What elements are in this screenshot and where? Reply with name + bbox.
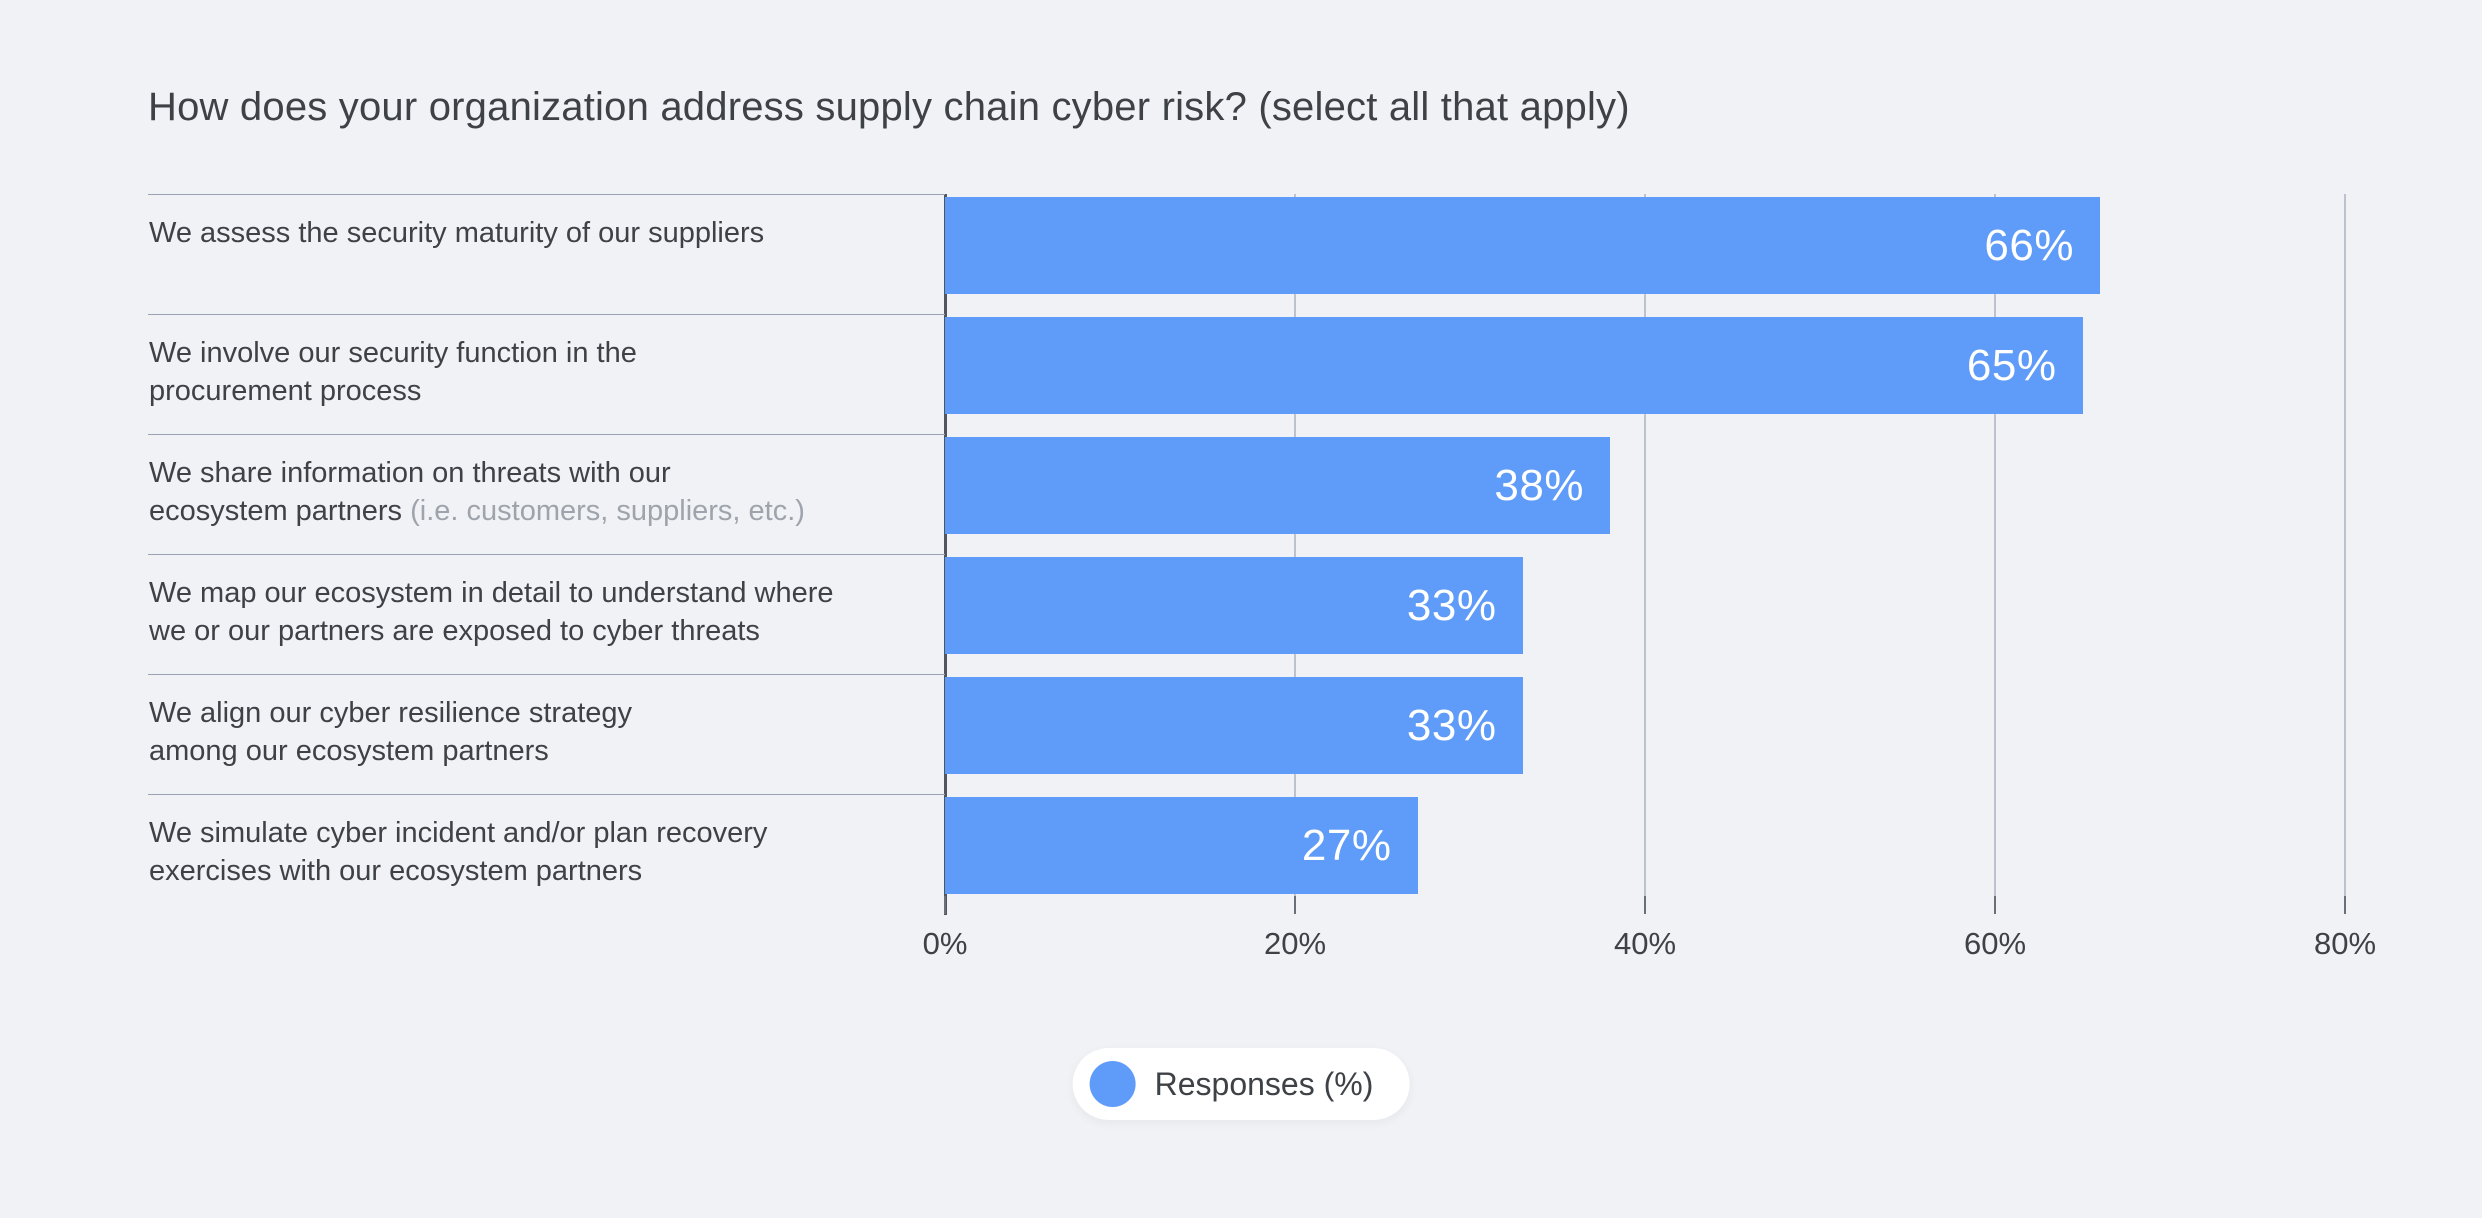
bar-cell: 66% xyxy=(945,194,2420,314)
bar: 27% xyxy=(945,797,1418,894)
category-label-line: We align our cyber resilience strategy xyxy=(149,694,899,732)
category-label-text: We align our cyber resilience strategy xyxy=(149,697,633,729)
category-row: We simulate cyber incident and/or plan r… xyxy=(148,794,2420,914)
category-row: We align our cyber resilience strategy am… xyxy=(148,674,2420,794)
category-label-line: We share information on threats with our xyxy=(149,454,899,492)
category-label-text: we or our partners are exposed to cyber … xyxy=(149,615,760,647)
bar-value-label: 66% xyxy=(1984,220,2074,270)
bar-cell: 33% xyxy=(945,674,2420,794)
category-label: We assess the security maturity of our s… xyxy=(148,194,945,314)
bar-cell: 65% xyxy=(945,314,2420,434)
category-row: We share information on threats with our… xyxy=(148,434,2420,554)
chart-rows: We assess the security maturity of our s… xyxy=(148,194,2420,914)
category-label-line: among our ecosystem partners xyxy=(149,732,899,770)
category-label-text: We share information on threats with our xyxy=(149,457,671,489)
category-row: We assess the security maturity of our s… xyxy=(148,194,2420,314)
category-label-text: We involve our security function in the xyxy=(149,337,637,369)
axis-tick-label: 0% xyxy=(922,926,968,961)
category-label-line: We assess the security maturity of our s… xyxy=(149,214,899,252)
legend-label: Responses (%) xyxy=(1154,1065,1374,1102)
category-label-line: We map our ecosystem in detail to unders… xyxy=(149,574,899,612)
bar-cell: 38% xyxy=(945,434,2420,554)
bar: 65% xyxy=(945,317,2083,414)
x-axis: 0% 20% 40% 60% 80% xyxy=(0,926,2482,976)
bar: 38% xyxy=(945,437,1610,534)
category-label-line: we or our partners are exposed to cyber … xyxy=(149,612,899,650)
category-label: We share information on threats with our… xyxy=(148,434,945,554)
legend[interactable]: Responses (%) xyxy=(1072,1048,1410,1120)
category-row: We involve our security function in the p… xyxy=(148,314,2420,434)
bar: 66% xyxy=(945,197,2100,294)
category-row: We map our ecosystem in detail to unders… xyxy=(148,554,2420,674)
category-label-text: among our ecosystem partners xyxy=(149,735,549,767)
axis-tick-label: 40% xyxy=(1613,926,1677,961)
category-label-line: We involve our security function in the xyxy=(149,334,899,372)
category-label-text: We map our ecosystem in detail to unders… xyxy=(149,577,834,609)
axis-tick-label: 20% xyxy=(1263,926,1327,961)
category-label-line: We simulate cyber incident and/or plan r… xyxy=(149,814,899,852)
bar-value-label: 38% xyxy=(1494,460,1584,510)
category-label: We align our cyber resilience strategy am… xyxy=(148,674,945,794)
category-label: We simulate cyber incident and/or plan r… xyxy=(148,794,945,914)
category-label-text: procurement process xyxy=(149,375,422,407)
category-label-text: ecosystem partners xyxy=(149,495,411,527)
bar-value-label: 33% xyxy=(1406,700,1497,750)
bar-cell: 27% xyxy=(945,794,2420,914)
category-label-line: exercises with our ecosystem partners xyxy=(149,852,899,890)
bar: 33% xyxy=(945,557,1523,654)
category-label-text: We simulate cyber incident and/or plan r… xyxy=(149,817,768,849)
chart-title: How does your organization address suppl… xyxy=(148,85,1630,129)
legend-marker-icon xyxy=(1089,1061,1136,1107)
bar-value-label: 33% xyxy=(1406,580,1497,630)
category-label-muted-text: (i.e. customers, suppliers, etc.) xyxy=(410,495,805,527)
bar-cell: 33% xyxy=(945,554,2420,674)
category-label-text: exercises with our ecosystem partners xyxy=(149,855,643,887)
category-label: We map our ecosystem in detail to unders… xyxy=(148,554,945,674)
axis-tick-label: 60% xyxy=(1963,926,2027,961)
category-label: We involve our security function in the p… xyxy=(148,314,945,434)
bar: 33% xyxy=(945,677,1523,774)
bar-value-label: 27% xyxy=(1301,820,1392,870)
category-label-line: ecosystem partners (i.e. customers, supp… xyxy=(149,492,899,530)
axis-tick-label: 80% xyxy=(2313,926,2377,961)
category-label-line: procurement process xyxy=(149,372,899,410)
category-label-text: We assess the security maturity of our s… xyxy=(149,217,765,249)
bar-value-label: 65% xyxy=(1966,340,2057,390)
